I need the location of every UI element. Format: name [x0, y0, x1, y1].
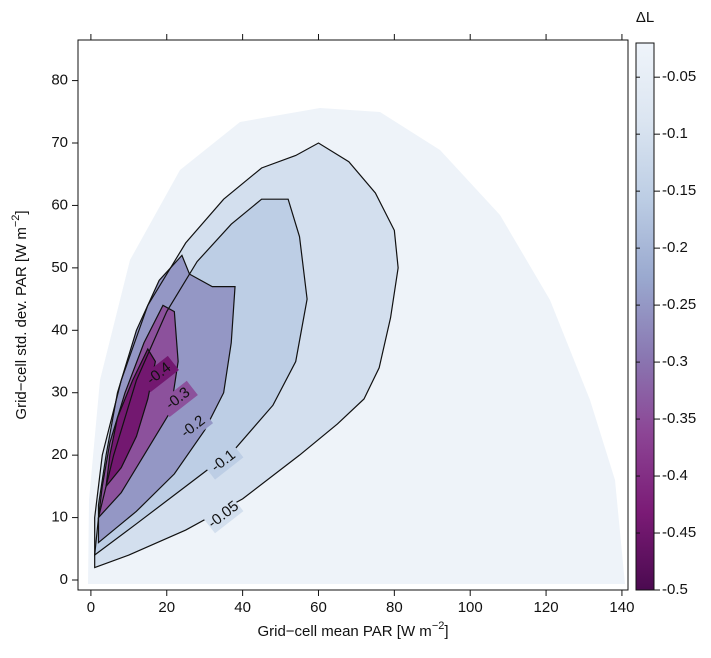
x-tick-label: 40: [234, 599, 251, 616]
y-tick-label: 20: [51, 446, 68, 463]
y-tick-label: 60: [51, 196, 68, 213]
x-tick-label: 20: [158, 599, 175, 616]
x-tick-label: 100: [458, 599, 483, 616]
colorbar-tick-label: -0.15: [662, 182, 696, 199]
colorbar: [635, 42, 655, 591]
y-axis-label: Grid−cell std. dev. PAR [W m−2]: [10, 210, 30, 419]
x-axis-label: Grid−cell mean PAR [W m−2]: [257, 620, 448, 640]
colorbar-tick-label: -0.05: [662, 68, 696, 85]
y-tick-label: 70: [51, 134, 68, 151]
colorbar-tick-label: -0.45: [662, 524, 696, 541]
colorbar-tick-label: -0.3: [662, 353, 688, 370]
contour-label-bg: [203, 496, 244, 534]
colorbar-tick-label: -0.35: [662, 410, 696, 427]
y-tick-label: 80: [51, 72, 68, 89]
x-tick-label: 120: [534, 599, 559, 616]
contour-line: [105, 347, 157, 489]
contour-label-bg: [139, 355, 179, 393]
contour-fill: [106, 349, 156, 487]
plot-frame: [77, 39, 629, 591]
contour-label-bg: [158, 380, 198, 418]
y-tick-label: 30: [51, 384, 68, 401]
contour-label-bg: [173, 408, 214, 446]
colorbar-tick-label: -0.4: [662, 467, 688, 484]
x-tick-label: 140: [609, 599, 634, 616]
contour-line: [94, 142, 399, 569]
x-tick-label: 60: [310, 599, 327, 616]
x-tick-label: 80: [386, 599, 403, 616]
colorbar-tick-label: -0.25: [662, 296, 696, 313]
x-tick-label: 0: [87, 599, 95, 616]
y-tick-label: 10: [51, 509, 68, 526]
y-tick-label: 0: [60, 571, 68, 588]
contour-line: [97, 254, 236, 544]
y-tick-label: 50: [51, 259, 68, 276]
y-tick-label: 40: [51, 321, 68, 338]
colorbar-tick-label: -0.5: [662, 581, 688, 598]
colorbar-tick-label: -0.2: [662, 239, 688, 256]
contour-label-bg: [203, 443, 244, 480]
contour-line: [97, 304, 179, 520]
colorbar-tick-label: -0.1: [662, 125, 688, 142]
colorbar-title: ΔL: [636, 9, 654, 26]
